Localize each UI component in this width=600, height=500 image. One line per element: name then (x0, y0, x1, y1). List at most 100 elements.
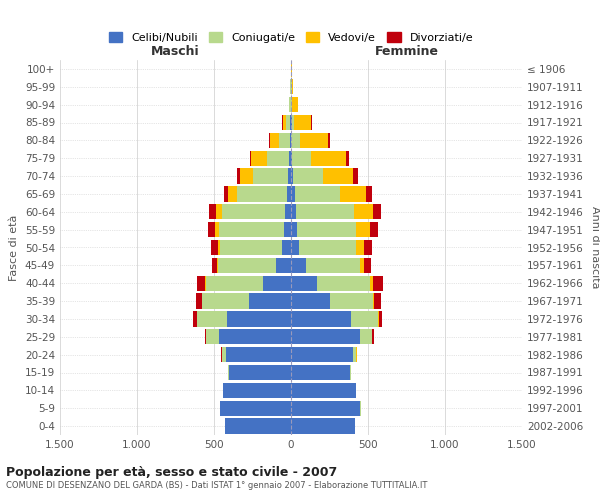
Bar (292, 79, 293, 94)
Bar (237, 168, 240, 184)
Bar (215, 222, 220, 237)
Bar (240, 168, 253, 184)
Bar (223, 383, 291, 398)
Bar (346, 150, 349, 166)
Bar (267, 150, 289, 166)
Bar (202, 294, 248, 308)
Bar (356, 347, 358, 362)
Bar (215, 204, 223, 220)
Bar (205, 276, 206, 291)
Bar (292, 115, 295, 130)
Bar (291, 276, 317, 291)
Bar (330, 294, 373, 308)
Bar (224, 186, 228, 202)
Bar (374, 294, 381, 308)
Bar (378, 312, 379, 326)
Bar (220, 240, 282, 255)
Bar (365, 186, 372, 202)
Bar (228, 186, 238, 202)
Bar (282, 240, 291, 255)
Bar (248, 294, 291, 308)
Bar (359, 258, 364, 273)
Bar (292, 97, 298, 112)
Y-axis label: Anni di nascita: Anni di nascita (590, 206, 600, 289)
Bar (291, 222, 297, 237)
Bar (340, 186, 365, 202)
Bar (351, 312, 378, 326)
Bar (269, 133, 270, 148)
Bar (227, 312, 291, 326)
Bar (364, 240, 372, 255)
Bar (206, 329, 220, 344)
Bar (220, 329, 291, 344)
Bar (253, 168, 288, 184)
Bar (317, 276, 370, 291)
Bar (305, 258, 359, 273)
Bar (350, 365, 351, 380)
Bar (220, 222, 284, 237)
Bar (197, 276, 205, 291)
Bar (372, 329, 374, 344)
Bar (295, 115, 311, 130)
Bar (217, 258, 218, 273)
Bar (291, 240, 299, 255)
Bar (289, 97, 290, 112)
Bar (291, 365, 350, 380)
Bar (370, 222, 378, 237)
Bar (353, 168, 358, 184)
Bar (291, 400, 360, 416)
Bar (205, 329, 206, 344)
Bar (218, 240, 220, 255)
Bar (291, 204, 296, 220)
Y-axis label: Fasce di età: Fasce di età (10, 214, 19, 280)
Bar (295, 186, 340, 202)
Bar (289, 150, 291, 166)
Bar (353, 347, 356, 362)
Bar (292, 133, 300, 148)
Bar (311, 150, 346, 166)
Bar (291, 329, 360, 344)
Bar (296, 204, 354, 220)
Bar (221, 347, 222, 362)
Text: Maschi: Maschi (151, 45, 200, 58)
Bar (283, 115, 286, 130)
Bar (291, 383, 356, 398)
Bar (211, 240, 218, 255)
Text: Popolazione per età, sesso e stato civile - 2007: Popolazione per età, sesso e stato civil… (6, 466, 337, 479)
Text: Femmine: Femmine (374, 45, 439, 58)
Bar (292, 150, 311, 166)
Bar (287, 186, 291, 202)
Bar (263, 276, 291, 291)
Bar (373, 294, 374, 308)
Bar (360, 329, 372, 344)
Bar (209, 204, 215, 220)
Bar (223, 204, 285, 220)
Bar (220, 400, 291, 416)
Bar (370, 276, 373, 291)
Bar (293, 168, 323, 184)
Bar (229, 365, 291, 380)
Bar (275, 258, 291, 273)
Bar (208, 222, 215, 237)
Bar (311, 115, 312, 130)
Bar (290, 133, 291, 148)
Bar (291, 312, 351, 326)
Bar (212, 258, 217, 273)
Bar (291, 186, 295, 202)
Bar (193, 312, 197, 326)
Bar (279, 133, 290, 148)
Bar (206, 276, 263, 291)
Bar (364, 258, 371, 273)
Bar (291, 418, 355, 434)
Bar (299, 240, 356, 255)
Bar (297, 222, 356, 237)
Bar (225, 418, 291, 434)
Bar (356, 240, 364, 255)
Bar (285, 204, 291, 220)
Bar (286, 115, 290, 130)
Bar (379, 312, 382, 326)
Bar (238, 186, 287, 202)
Bar (228, 365, 229, 380)
Bar (222, 347, 226, 362)
Bar (251, 150, 267, 166)
